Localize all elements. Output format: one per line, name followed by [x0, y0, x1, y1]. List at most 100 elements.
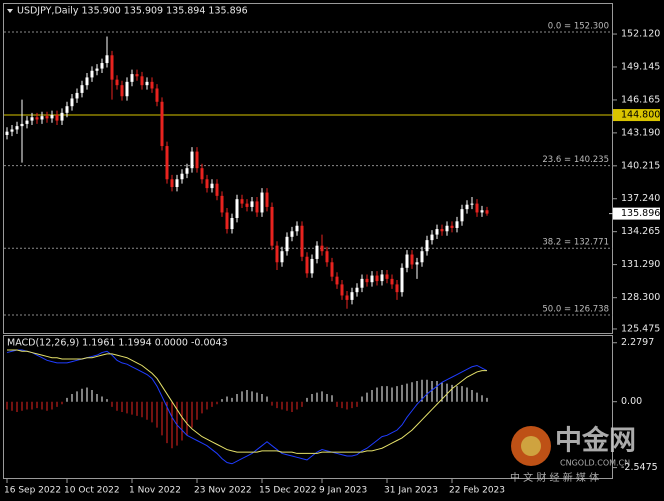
- candle-body: [65, 106, 69, 113]
- candle-body: [485, 210, 489, 214]
- x-tick-label: 10 Oct 2022: [64, 486, 120, 496]
- x-tick-label: 23 Nov 2022: [194, 486, 252, 496]
- candle-body: [230, 217, 234, 230]
- y-tick-label: 2.2797: [621, 337, 654, 348]
- candle-body: [165, 146, 169, 180]
- candle-body: [135, 74, 139, 77]
- y-tick-label: 149.145: [621, 61, 660, 72]
- candle-body: [260, 192, 264, 213]
- x-tick-label: 9 Jan 2023: [319, 486, 367, 496]
- candle-body: [140, 76, 144, 86]
- candle-body: [410, 254, 414, 265]
- candle-body: [460, 209, 464, 222]
- candle-body: [255, 201, 259, 213]
- y-tick-label: 0.00: [621, 396, 642, 407]
- logo-slogan: 中 文 财 经 新 媒 体: [510, 471, 599, 484]
- candle-body: [470, 203, 474, 205]
- candle-body: [360, 278, 364, 288]
- logo-text: 中金网: [555, 425, 636, 457]
- candle-body: [55, 115, 59, 121]
- candle-body: [405, 254, 409, 268]
- candle-body: [280, 251, 284, 263]
- candle-body: [465, 204, 469, 210]
- x-tick-label: 1 Nov 2022: [129, 486, 181, 496]
- candle-body: [125, 81, 129, 97]
- hline-price-box: [613, 109, 660, 122]
- candle-body: [285, 236, 289, 252]
- watermark: 中金网 CNGOLD.COM.CN 中 文 财 经 新 媒 体: [510, 425, 636, 485]
- candle-body: [430, 234, 434, 241]
- y-tick-label: 146.165: [621, 94, 660, 105]
- candle-body: [445, 225, 449, 232]
- last-price: 135.896: [621, 208, 660, 219]
- candle-body: [225, 212, 229, 230]
- candle-body: [365, 278, 369, 283]
- candle-body: [75, 92, 79, 99]
- candle-body: [250, 201, 254, 207]
- candle-body: [50, 115, 54, 119]
- candle-body: [10, 129, 14, 132]
- candle-body: [25, 120, 29, 124]
- candle-body: [455, 221, 459, 228]
- fib-label: 38.2 = 132.771: [542, 238, 609, 248]
- candle-body: [400, 267, 404, 293]
- menu-arrow[interactable]: [7, 9, 13, 13]
- candle-body: [440, 229, 444, 232]
- logo-site: CNGOLD.COM.CN: [560, 459, 630, 468]
- hline-price: 144.800: [621, 110, 660, 121]
- candle-body: [355, 287, 359, 293]
- candle-body: [40, 116, 44, 120]
- candle-body: [115, 79, 119, 86]
- fib-label: 23.6 = 140.235: [542, 155, 609, 165]
- candle-body: [240, 199, 244, 204]
- macd-line: [7, 349, 487, 454]
- candle-body: [170, 179, 174, 188]
- candle-body: [335, 276, 339, 285]
- candle-body: [180, 173, 184, 180]
- candle-body: [315, 245, 319, 259]
- candle-body: [245, 203, 249, 207]
- candle-body: [100, 63, 104, 69]
- price-frame: [3, 3, 613, 334]
- candle-body: [325, 251, 329, 263]
- candle-body: [380, 274, 384, 282]
- candle-body: [220, 195, 224, 213]
- candle-body: [60, 112, 64, 121]
- candle-body: [415, 262, 419, 265]
- y-tick-label: 131.290: [621, 259, 660, 270]
- logo-inner: [521, 436, 541, 456]
- y-tick-label: 128.300: [621, 292, 660, 303]
- candle-body: [305, 256, 309, 274]
- candle-body: [295, 225, 299, 232]
- candle-body: [320, 245, 324, 252]
- candle-body: [175, 179, 179, 188]
- candle-body: [160, 101, 164, 147]
- candle-body: [150, 81, 154, 89]
- fib-label: 0.0 = 152.300: [548, 22, 609, 32]
- candle-body: [310, 258, 314, 274]
- x-tick-label: 31 Jan 2023: [384, 486, 438, 496]
- candle-body: [155, 88, 159, 102]
- candle-body: [340, 284, 344, 296]
- candle-body: [395, 284, 399, 293]
- candle-body: [85, 77, 89, 86]
- candle-body: [300, 225, 304, 257]
- candle-body: [215, 183, 219, 196]
- candle-body: [95, 68, 99, 71]
- candle-body: [350, 292, 354, 300]
- candle-body: [80, 85, 84, 93]
- candle-body: [105, 55, 109, 64]
- candle-body: [205, 179, 209, 189]
- candle-body: [435, 229, 439, 235]
- candle-body: [90, 70, 94, 78]
- candle-body: [5, 131, 9, 135]
- last-price-box: [613, 207, 660, 220]
- x-tick-label: 16 Sep 2022: [4, 486, 61, 496]
- candle-body: [130, 74, 134, 82]
- candle-body: [450, 225, 454, 228]
- x-tick-label: 15 Dec 2022: [259, 486, 317, 496]
- macd-frame: [3, 335, 613, 479]
- y-tick-label: 140.215: [621, 160, 660, 171]
- candle-body: [45, 116, 49, 119]
